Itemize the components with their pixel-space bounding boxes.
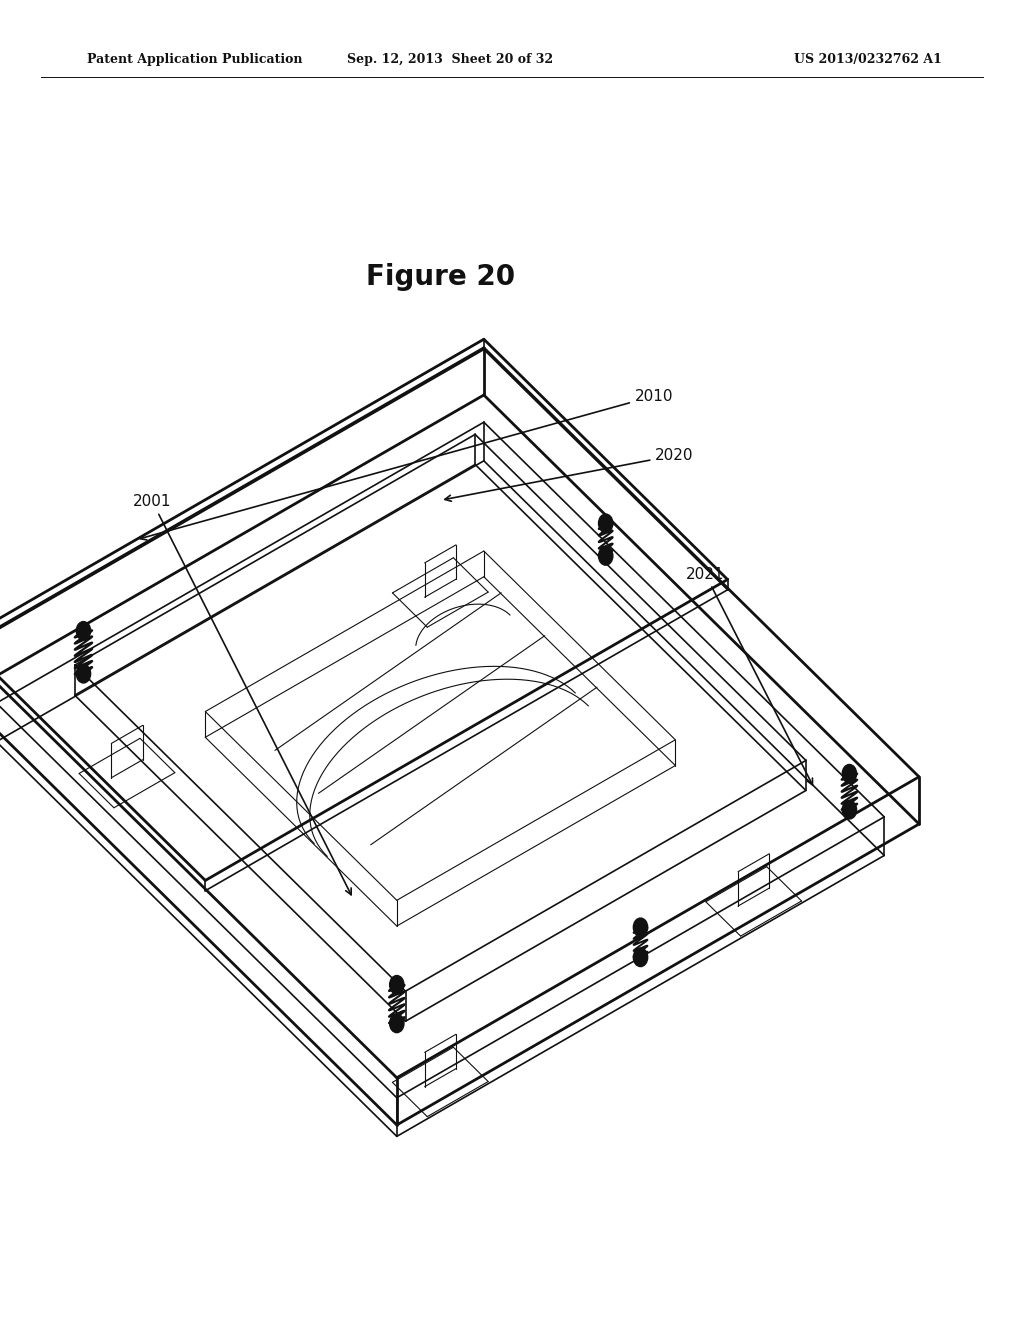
Circle shape (598, 546, 612, 565)
Circle shape (842, 764, 856, 783)
Text: 2020: 2020 (444, 447, 694, 502)
Circle shape (633, 948, 647, 966)
Circle shape (842, 800, 856, 818)
Text: 2001: 2001 (133, 494, 351, 895)
Text: 2010: 2010 (140, 388, 674, 540)
Text: Sep. 12, 2013  Sheet 20 of 32: Sep. 12, 2013 Sheet 20 of 32 (347, 53, 554, 66)
Circle shape (389, 1014, 403, 1032)
Text: Figure 20: Figure 20 (366, 263, 515, 292)
Text: US 2013/0232762 A1: US 2013/0232762 A1 (795, 53, 942, 66)
Text: 2021: 2021 (686, 566, 812, 785)
Circle shape (76, 622, 90, 640)
Circle shape (598, 513, 612, 532)
Circle shape (633, 919, 647, 937)
Text: Patent Application Publication: Patent Application Publication (87, 53, 302, 66)
Circle shape (76, 664, 90, 682)
Circle shape (389, 975, 403, 994)
